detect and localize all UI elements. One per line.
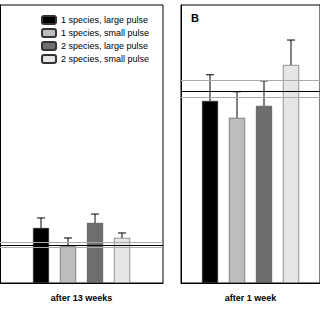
svg-text:B: B [191,12,199,24]
svg-text:1 species, large pulse: 1 species, large pulse [61,15,148,25]
svg-text:2 species, large pulse: 2 species, large pulse [61,41,148,51]
svg-text:2 species, small pulse: 2 species, small pulse [61,54,149,64]
svg-text:after 13 weeks: after 13 weeks [51,293,113,303]
svg-text:after 1 week: after 1 week [225,293,278,303]
svg-text:1 species, small pulse: 1 species, small pulse [61,28,149,38]
